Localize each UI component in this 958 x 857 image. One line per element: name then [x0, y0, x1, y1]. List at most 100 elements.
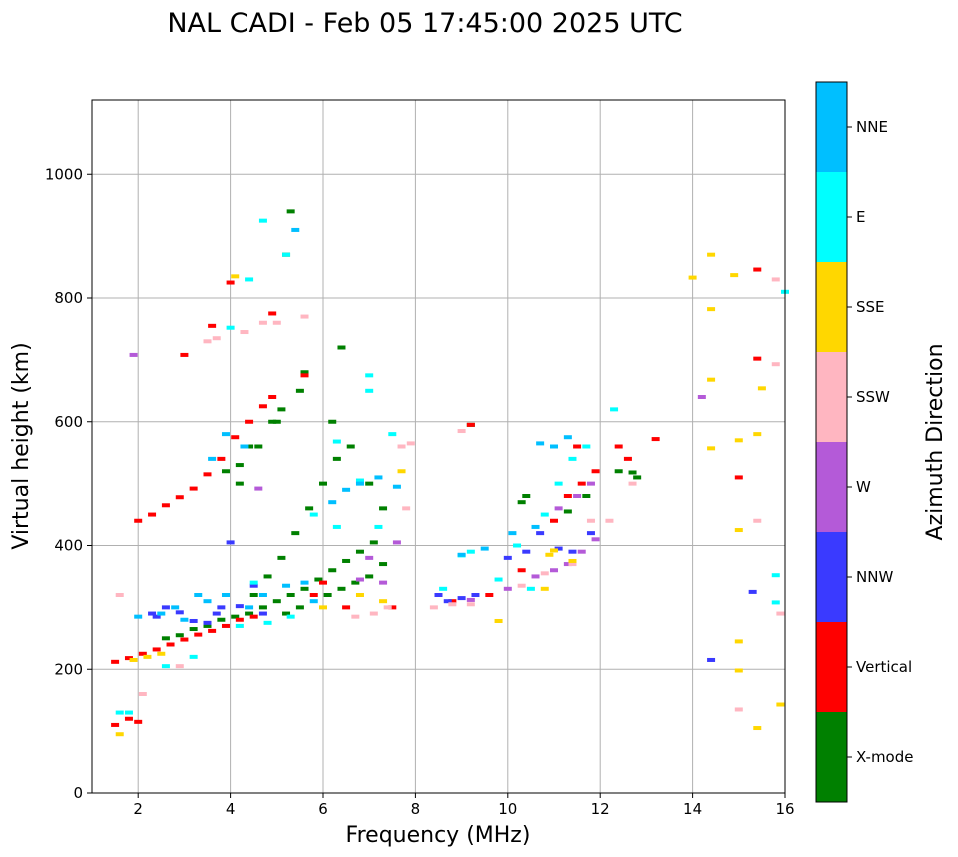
- data-point: [263, 620, 272, 625]
- data-point: [286, 593, 295, 597]
- data-point: [221, 469, 230, 474]
- data-point: [466, 422, 475, 427]
- colorbar-segment: [816, 82, 847, 172]
- data-point: [550, 518, 558, 523]
- colorbar-label: SSW: [856, 388, 890, 406]
- data-point: [379, 506, 388, 511]
- data-point: [212, 611, 221, 616]
- colorbar-segment: [816, 622, 847, 712]
- y-tick-label: 1000: [45, 165, 83, 183]
- data-point: [346, 444, 355, 449]
- data-point: [554, 546, 563, 551]
- data-point: [688, 275, 697, 280]
- data-point: [175, 610, 184, 615]
- data-point: [226, 280, 235, 285]
- data-point: [513, 543, 522, 548]
- data-point: [503, 586, 512, 591]
- data-point: [351, 580, 360, 585]
- data-point: [466, 549, 475, 554]
- data-point: [457, 596, 466, 601]
- data-point: [434, 593, 443, 597]
- data-point: [522, 494, 531, 498]
- data-point: [614, 444, 623, 449]
- data-point: [254, 444, 263, 449]
- data-point: [124, 716, 133, 721]
- data-point: [328, 500, 337, 505]
- data-point: [194, 593, 203, 597]
- data-point: [277, 555, 286, 560]
- data-point: [342, 558, 351, 563]
- data-point: [226, 325, 235, 330]
- data-point: [568, 562, 577, 567]
- data-point: [245, 419, 254, 424]
- data-point: [342, 605, 351, 610]
- data-point: [563, 494, 572, 498]
- data-point: [526, 586, 535, 591]
- data-point: [245, 277, 254, 282]
- data-point: [586, 481, 595, 486]
- y-axis-label: Virtual height (km): [9, 342, 34, 549]
- data-point: [319, 580, 327, 585]
- data-point: [138, 692, 147, 696]
- data-point: [369, 611, 378, 616]
- data-point: [129, 657, 138, 662]
- data-point: [309, 599, 318, 604]
- data-point: [466, 597, 475, 602]
- data-point: [355, 478, 364, 483]
- data-point: [157, 611, 166, 616]
- data-point: [134, 518, 143, 523]
- data-point: [175, 633, 184, 638]
- colorbar-label: NNE: [856, 118, 888, 136]
- data-point: [605, 518, 614, 523]
- data-point: [494, 577, 503, 582]
- data-point: [734, 707, 743, 712]
- y-tick-label: 600: [54, 413, 83, 431]
- data-point: [319, 481, 327, 486]
- data-point: [457, 552, 466, 557]
- x-tick-label: 12: [591, 800, 610, 818]
- colorbar-label: Vertical: [856, 658, 912, 676]
- data-point: [586, 531, 595, 536]
- x-tick-label: 14: [683, 800, 702, 818]
- data-point: [258, 404, 267, 409]
- data-point: [180, 617, 189, 622]
- data-point: [208, 456, 217, 461]
- data-point: [189, 486, 198, 491]
- series-nnw: [148, 531, 757, 662]
- data-point: [610, 407, 619, 412]
- data-point: [374, 524, 383, 529]
- data-point: [337, 345, 346, 350]
- data-point: [300, 314, 309, 319]
- data-point: [194, 632, 203, 637]
- data-point: [517, 583, 526, 588]
- data-point: [540, 586, 549, 591]
- data-point: [111, 659, 120, 664]
- data-point: [245, 611, 254, 616]
- data-point: [771, 277, 780, 282]
- data-point: [628, 481, 637, 486]
- data-point: [143, 654, 152, 659]
- data-point: [355, 577, 364, 582]
- data-point: [300, 373, 309, 378]
- data-point: [397, 469, 406, 474]
- data-point: [776, 702, 785, 707]
- data-point: [235, 481, 244, 486]
- data-point: [388, 432, 397, 437]
- data-point: [152, 614, 161, 619]
- data-point: [365, 373, 374, 378]
- data-point: [161, 503, 170, 508]
- data-point: [429, 605, 438, 610]
- data-point: [406, 441, 415, 446]
- data-point: [245, 605, 254, 610]
- data-point: [138, 651, 147, 656]
- data-point: [161, 664, 170, 669]
- data-point: [157, 651, 166, 656]
- data-point: [148, 512, 157, 517]
- data-point: [272, 419, 281, 424]
- colorbar-label: SSE: [856, 298, 885, 316]
- series-nne: [134, 227, 572, 622]
- data-point: [577, 481, 586, 486]
- x-axis-ticks: 2 4 6 8 10 12 14 16: [133, 793, 795, 818]
- colorbar-label: X-mode: [856, 748, 913, 766]
- x-tick-label: 2: [133, 800, 143, 818]
